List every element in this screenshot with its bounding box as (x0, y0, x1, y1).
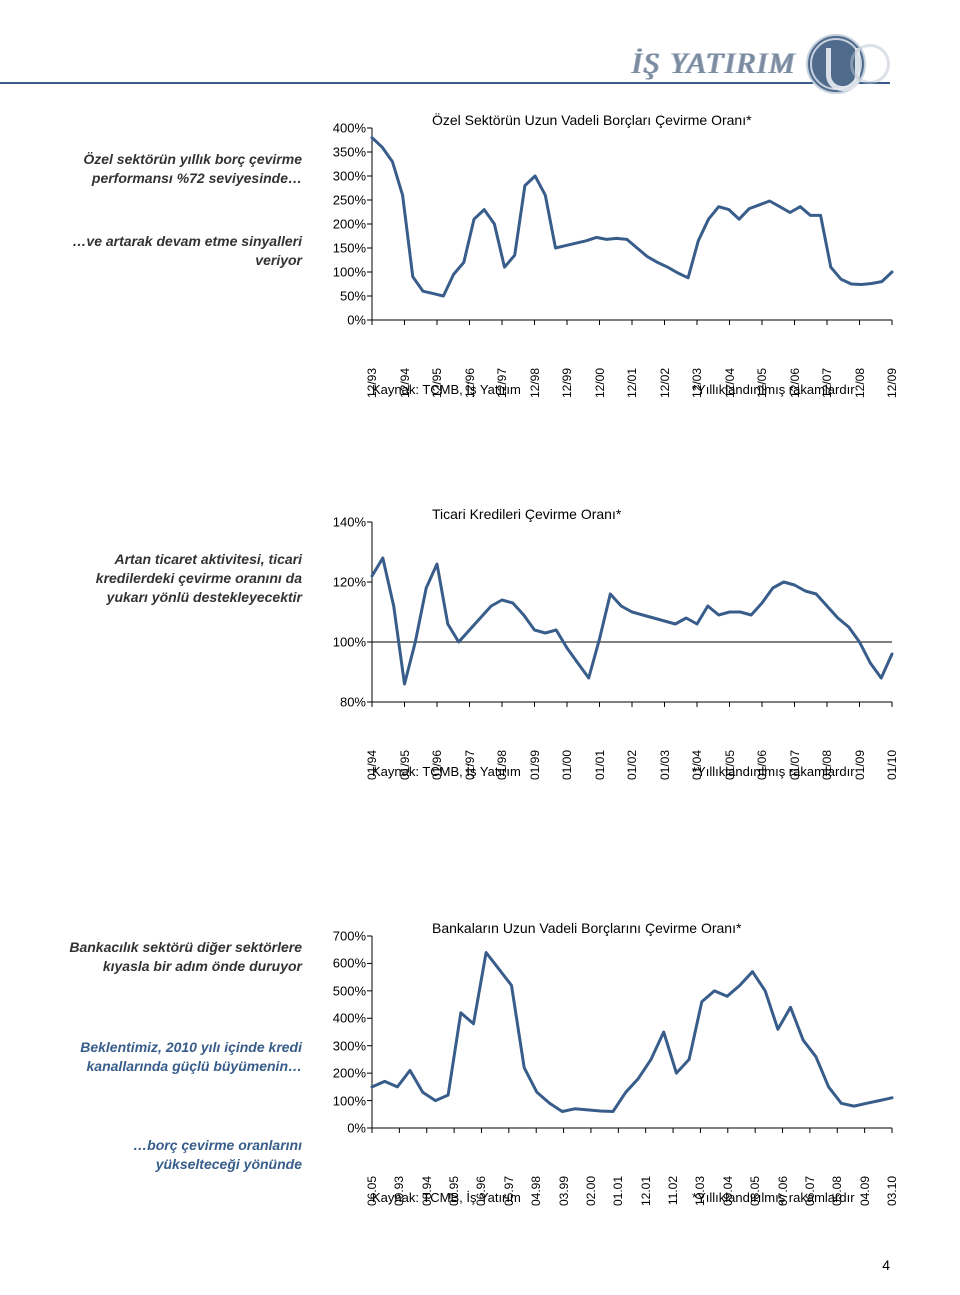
x-tick-label: 01/03 (658, 750, 672, 780)
commentary-1b: …ve artarak devam etme sinyalleri veriyo… (62, 232, 302, 270)
chart-bankalar: Bankaların Uzun Vadeli Borçlarını Çevirm… (0, 0, 960, 1)
y-tick-label: 300% (333, 169, 366, 184)
y-tick-label: 150% (333, 241, 366, 256)
chart-svg (372, 128, 892, 320)
y-tick-label: 50% (340, 289, 366, 304)
x-tick-label: 03.99 (557, 1176, 571, 1206)
x-tick-label: 12/00 (593, 368, 607, 398)
plot-area (372, 522, 892, 702)
plot-area (372, 936, 892, 1128)
x-tick-label: 01/02 (625, 750, 639, 780)
y-tick-label: 80% (340, 695, 366, 710)
x-tick-label: 01/00 (560, 750, 574, 780)
page: İŞ YATIRIM Özel sektörün yıllık borç çev… (0, 0, 960, 1295)
commentary-2: Artan ticaret aktivitesi, ticari kredile… (62, 550, 302, 607)
chart-svg (372, 936, 892, 1128)
y-tick-label: 600% (333, 956, 366, 971)
chart-source: Kaynak: TCMB, İş Yatırım (372, 382, 521, 397)
chart-source: Kaynak: TCMB, İş Yatırım (372, 764, 521, 779)
y-tick-label: 200% (333, 1066, 366, 1081)
y-tick-label: 0% (347, 313, 366, 328)
y-tick-label: 100% (333, 635, 366, 650)
chart-source: Kaynak: TCMB, İş Yatırım (372, 1190, 521, 1205)
y-tick-label: 140% (333, 515, 366, 530)
y-tick-label: 100% (333, 1093, 366, 1108)
x-tick-label: 12/02 (658, 368, 672, 398)
page-number: 4 (882, 1257, 890, 1273)
plot-area (372, 128, 892, 320)
x-tick-label: 01.01 (611, 1176, 625, 1206)
y-tick-label: 500% (333, 983, 366, 998)
chart-title: Bankaların Uzun Vadeli Borçlarını Çevirm… (432, 920, 741, 936)
y-axis-ticks: 80%100%120%140% (316, 522, 372, 702)
commentary-1a: Özel sektörün yıllık borç çevirme perfor… (62, 150, 302, 188)
y-tick-label: 250% (333, 193, 366, 208)
y-tick-label: 400% (333, 121, 366, 136)
chart-footnote: *Yıllıklandırılmış rakamlardır (692, 1190, 855, 1205)
x-tick-label: 04.98 (529, 1176, 543, 1206)
chart-footnote: *Yıllıklandırılmış rakamlardır (692, 764, 855, 779)
y-tick-label: 100% (333, 265, 366, 280)
chart-title: Ticari Kredileri Çevirme Oranı* (432, 506, 621, 522)
commentary-3c: …borç çevirme oranlarını yükselteceği yö… (62, 1136, 302, 1174)
x-tick-label: 01/10 (885, 750, 899, 780)
y-tick-label: 0% (347, 1121, 366, 1136)
x-tick-label: 12/98 (528, 368, 542, 398)
chart-svg (372, 522, 892, 702)
x-axis-ticks: 06.0509.9308.9407.9506.9605.9704.9803.99… (372, 1134, 892, 1135)
x-axis-ticks: 12/9312/9412/9512/9612/9712/9812/9912/00… (372, 326, 892, 327)
y-tick-label: 350% (333, 145, 366, 160)
y-tick-label: 300% (333, 1038, 366, 1053)
x-tick-label: 12.01 (639, 1176, 653, 1206)
brand-logo-ring-icon (850, 44, 890, 84)
x-tick-label: 12/09 (885, 368, 899, 398)
x-tick-label: 02.00 (584, 1176, 598, 1206)
x-tick-label: 12/99 (560, 368, 574, 398)
commentary-3b: Beklentimiz, 2010 yılı içinde kredi kana… (62, 1038, 302, 1076)
x-tick-label: 12/01 (625, 368, 639, 398)
x-tick-label: 01/01 (593, 750, 607, 780)
x-tick-label: 04.09 (858, 1176, 872, 1206)
x-tick-label: 01/99 (528, 750, 542, 780)
y-tick-label: 400% (333, 1011, 366, 1026)
y-tick-label: 700% (333, 929, 366, 944)
brand-logo: İŞ YATIRIM (632, 34, 890, 94)
y-tick-label: 200% (333, 217, 366, 232)
x-tick-label: 11.02 (666, 1176, 680, 1205)
chart-footnote: *Yıllıklandırılmış rakamlardır (692, 382, 855, 397)
y-tick-label: 120% (333, 575, 366, 590)
chart-title: Özel Sektörün Uzun Vadeli Borçları Çevir… (432, 112, 752, 128)
x-tick-label: 03.10 (885, 1176, 899, 1206)
x-axis-ticks: 01/9401/9501/9601/9701/9801/9901/0001/01… (372, 708, 892, 709)
brand-logo-text: İŞ YATIRIM (632, 47, 796, 81)
y-axis-ticks: 0%50%100%150%200%250%300%350%400% (316, 128, 372, 320)
y-axis-ticks: 0%100%200%300%400%500%600%700% (316, 936, 372, 1128)
commentary-3a: Bankacılık sektörü diğer sektörlere kıya… (62, 938, 302, 976)
